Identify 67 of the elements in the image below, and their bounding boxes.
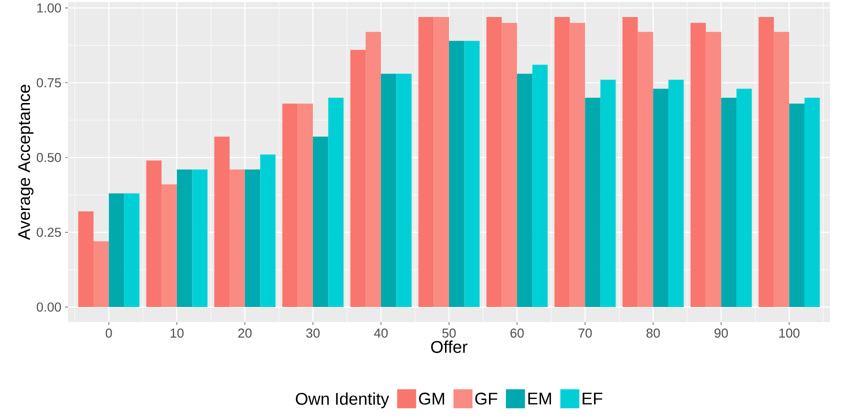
bar xyxy=(230,169,245,308)
bar xyxy=(260,154,276,308)
x-tick-label: 20 xyxy=(238,328,252,338)
bar xyxy=(192,169,208,308)
bar xyxy=(380,74,396,308)
bar xyxy=(653,88,668,308)
x-tick-label: 100 xyxy=(779,328,800,338)
bar xyxy=(94,241,109,308)
y-tick-label: 0.50 xyxy=(36,152,61,162)
y-tick-label: 0.00 xyxy=(36,302,61,312)
x-tick-label: 80 xyxy=(646,328,660,338)
bar xyxy=(532,64,548,308)
bar xyxy=(690,22,706,308)
bar xyxy=(774,32,790,308)
bar xyxy=(214,136,230,308)
bar xyxy=(736,88,752,308)
x-tick-label: 60 xyxy=(510,328,524,338)
y-tick-label: 0.75 xyxy=(36,78,61,88)
y-tick-label: 1.00 xyxy=(37,3,61,13)
bar xyxy=(622,16,638,308)
bar xyxy=(176,169,192,308)
x-tick-label: 40 xyxy=(374,328,388,338)
bar xyxy=(464,40,480,308)
x-axis-title: Offer xyxy=(431,340,468,353)
bar xyxy=(328,98,344,308)
bar xyxy=(706,32,722,308)
legend-label: EM xyxy=(528,392,551,404)
bar xyxy=(517,74,532,308)
y-tick-label: 0.25 xyxy=(36,228,61,237)
bar xyxy=(449,40,464,308)
bar xyxy=(554,16,570,308)
bar xyxy=(366,32,381,308)
bar xyxy=(124,193,140,308)
bar xyxy=(312,136,328,308)
bar xyxy=(638,32,654,308)
legend-title: Own Identity xyxy=(296,392,390,408)
x-tick-label: 70 xyxy=(578,328,592,338)
x-tick-label: 90 xyxy=(714,328,728,338)
bar xyxy=(758,16,774,308)
legend-label: GM xyxy=(419,392,444,405)
bar xyxy=(298,104,313,308)
bar xyxy=(434,16,450,308)
bar xyxy=(789,104,804,308)
y-axis-title: Average Acceptance xyxy=(18,84,34,240)
bar xyxy=(146,160,162,308)
legend-label: EF xyxy=(582,392,602,404)
x-tick-label: 30 xyxy=(306,328,320,338)
bar xyxy=(721,98,736,308)
bar xyxy=(418,16,434,308)
bar xyxy=(502,22,518,308)
x-tick-label: 10 xyxy=(170,328,184,338)
x-tick-label: 0 xyxy=(106,328,112,338)
bar xyxy=(600,80,616,308)
bar xyxy=(350,50,366,308)
bar xyxy=(668,80,684,308)
x-tick-label: 50 xyxy=(442,328,456,338)
bar xyxy=(78,211,94,308)
bar xyxy=(585,98,600,308)
bar xyxy=(486,16,502,308)
bar xyxy=(108,193,124,308)
bar xyxy=(282,104,298,308)
bar xyxy=(570,22,586,308)
bar xyxy=(162,184,177,308)
bar xyxy=(396,74,412,308)
bar xyxy=(244,169,260,308)
legend-label: GF xyxy=(475,392,498,405)
bar xyxy=(804,98,820,308)
